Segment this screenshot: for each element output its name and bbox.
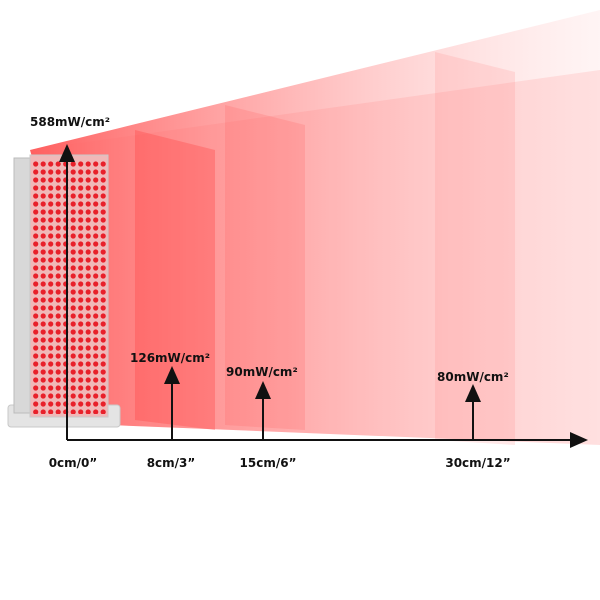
distance-label: 0cm/0” (49, 456, 98, 470)
power-label: 80mW/cm² (437, 370, 509, 384)
distance-label: 15cm/6” (240, 456, 297, 470)
plane (435, 52, 515, 445)
plane (135, 130, 215, 430)
led-grid (32, 160, 106, 414)
panel-side (13, 157, 33, 414)
plane (225, 105, 305, 430)
distance-label: 30cm/12” (445, 456, 510, 470)
light-beam-inner (30, 70, 600, 445)
max-power-label: 588mW/cm² (30, 115, 110, 129)
distance-label: 8cm/3” (147, 456, 196, 470)
power-label: 90mW/cm² (226, 365, 298, 379)
power-label: 126mW/cm² (130, 351, 210, 365)
light-beam (30, 10, 600, 445)
